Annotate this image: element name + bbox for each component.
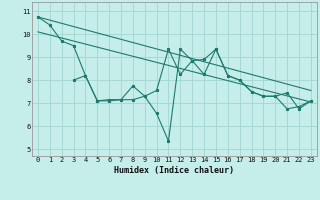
X-axis label: Humidex (Indice chaleur): Humidex (Indice chaleur) <box>115 166 234 175</box>
